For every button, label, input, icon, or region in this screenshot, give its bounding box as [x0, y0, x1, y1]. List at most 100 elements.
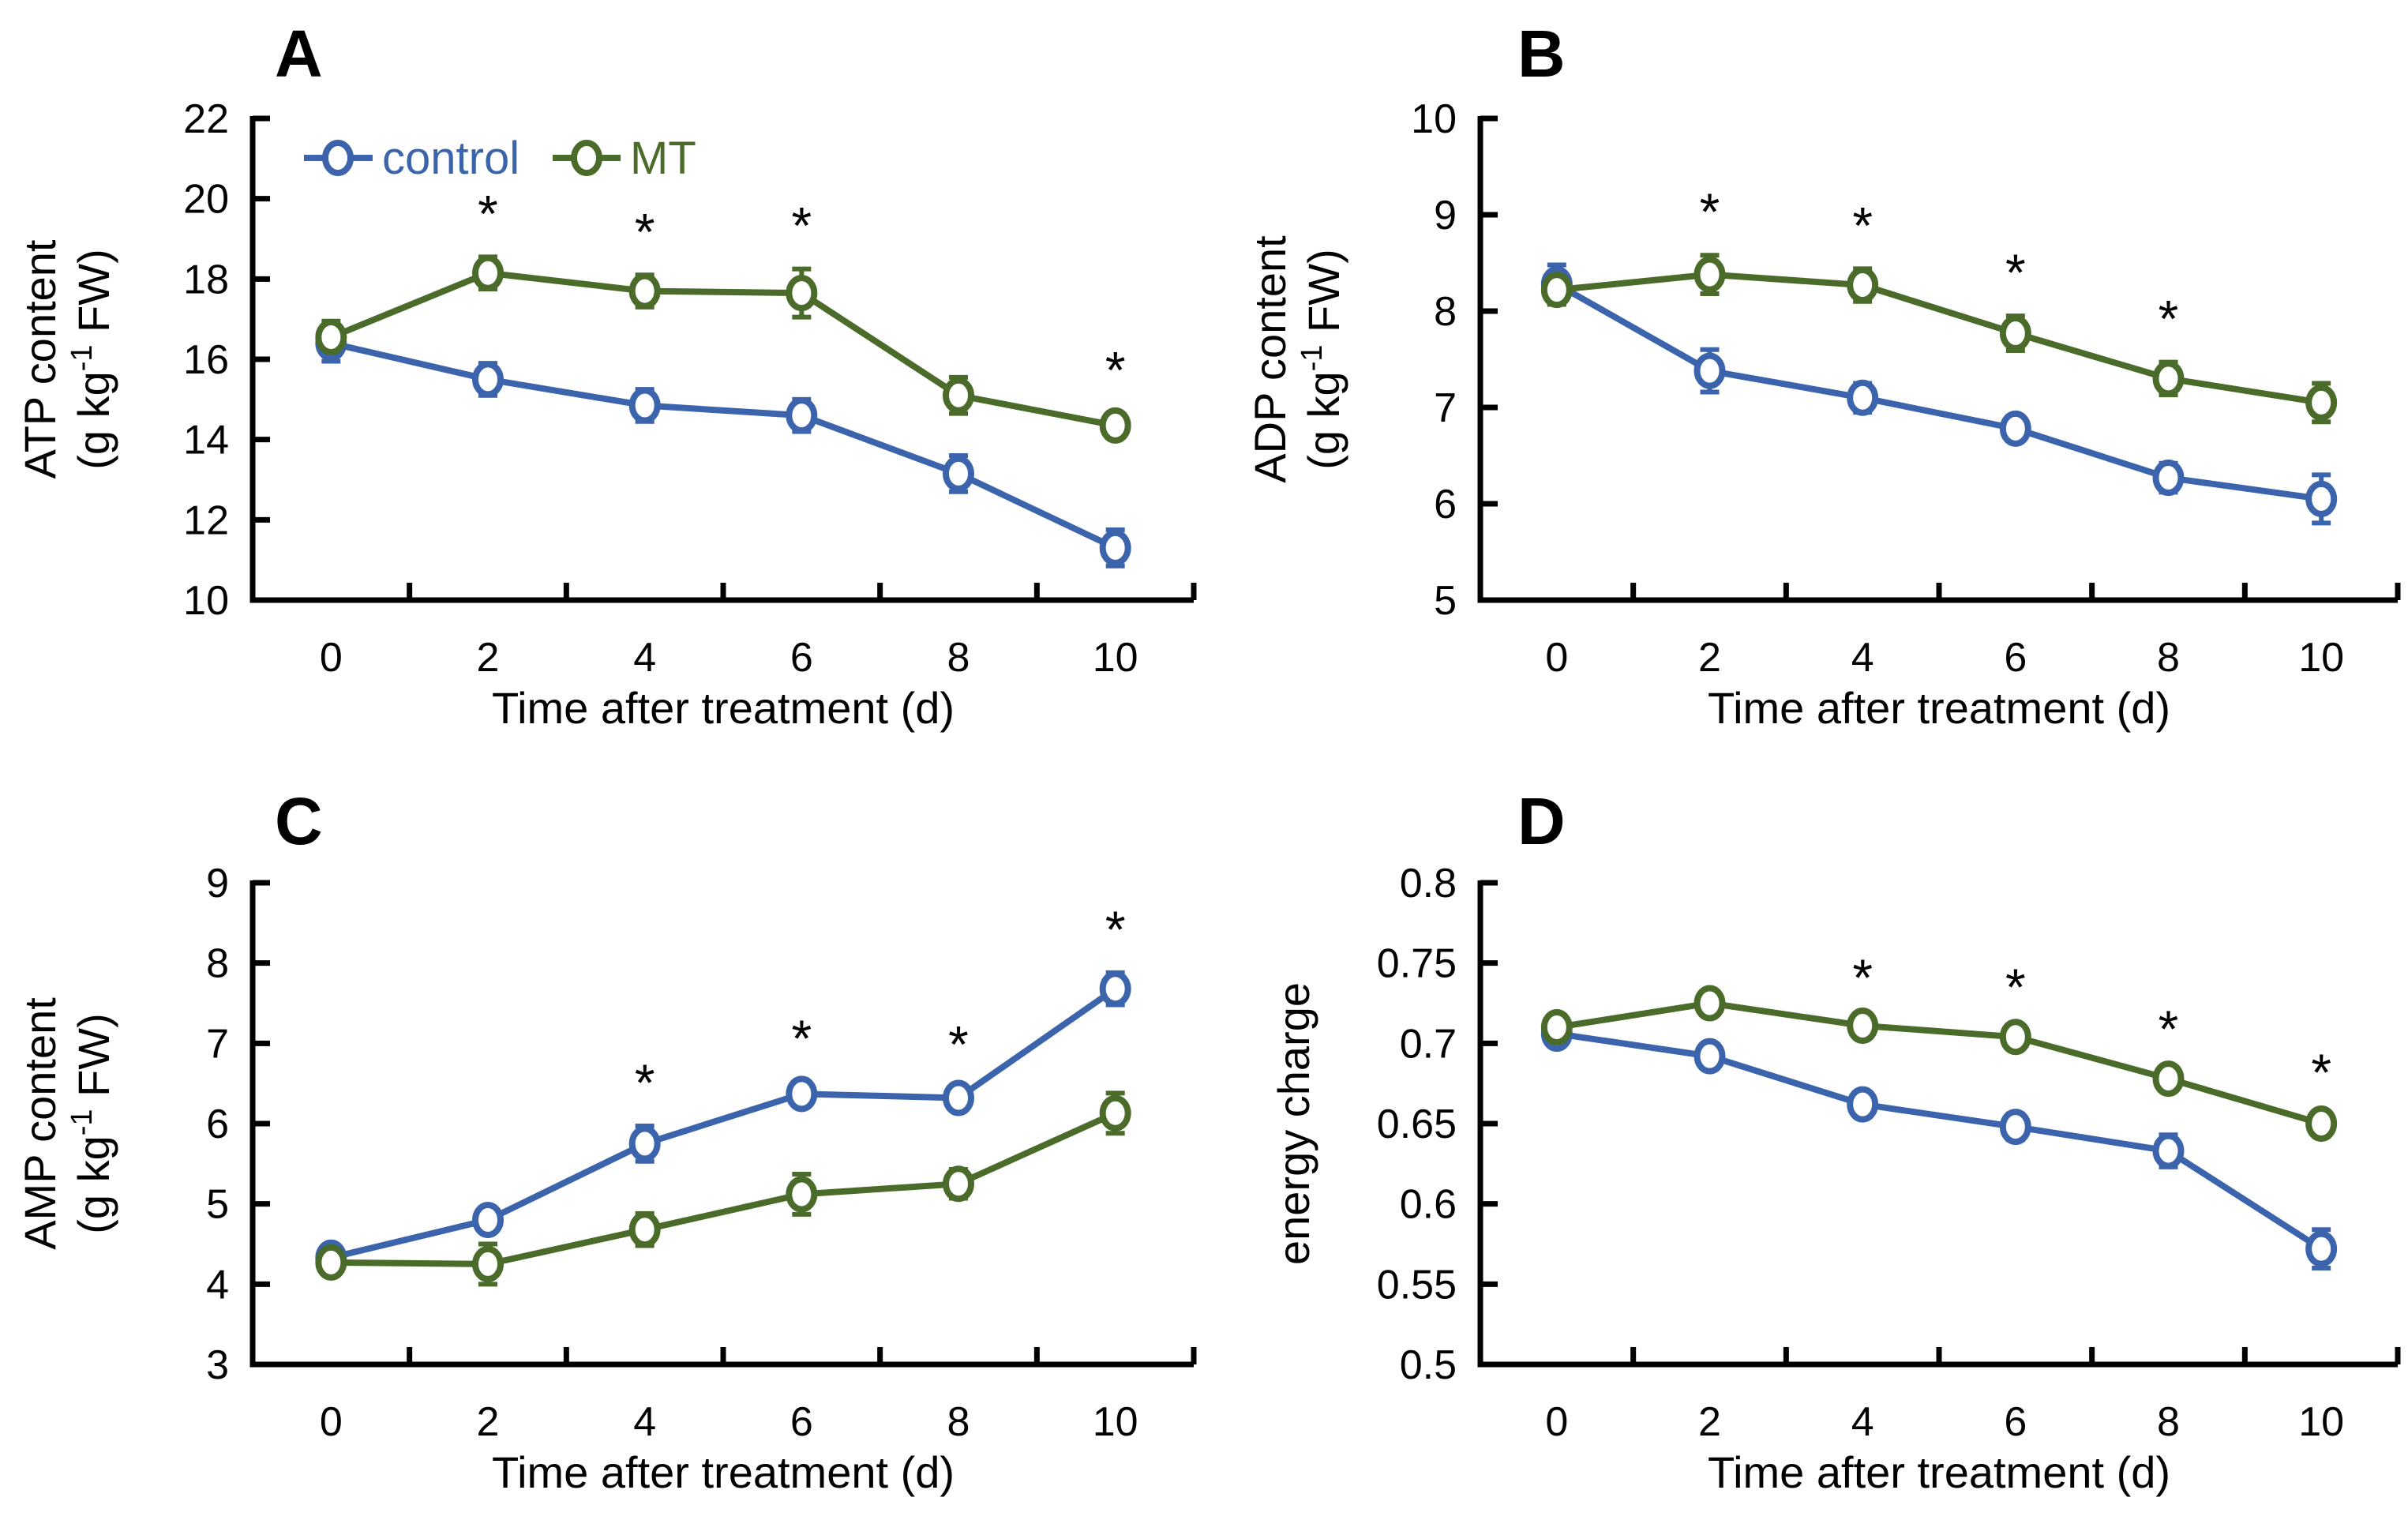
- y-tick-label: 5: [206, 1182, 229, 1228]
- y-tick-label: 0.8: [1400, 861, 1457, 906]
- x-tick-label: 6: [790, 635, 813, 681]
- y-tick-label: 9: [1434, 193, 1457, 238]
- series-control-line: [1555, 281, 2322, 502]
- x-axis-title: Time after treatment (d): [492, 1447, 955, 1497]
- y-tick-label: 0.55: [1377, 1262, 1457, 1308]
- x-tick-label: 8: [947, 635, 970, 681]
- y-tick-label: 0.7: [1400, 1021, 1457, 1067]
- y-tick-label: 7: [1434, 385, 1457, 431]
- y-tick-label: 6: [206, 1102, 229, 1147]
- y-tick-label: 14: [183, 418, 229, 464]
- panel-label-c: C: [275, 784, 323, 858]
- x-tick-label: 0: [320, 1399, 343, 1445]
- series-MT-line: [329, 269, 1116, 429]
- significance-asterisk: *: [2159, 1000, 2179, 1058]
- x-tick-label: 4: [1851, 635, 1874, 681]
- legend-control-label: control: [382, 133, 519, 184]
- data-point-marker-MT: [1099, 1094, 1131, 1132]
- significance-asterisk: *: [791, 197, 812, 255]
- x-tick-label: 0: [1545, 635, 1568, 681]
- data-point-marker-control: [1693, 1038, 1726, 1075]
- data-point-marker-MT: [943, 1165, 974, 1203]
- data-point-marker-control: [2152, 460, 2185, 497]
- x-tick-label: 2: [1698, 635, 1721, 681]
- panel-c: 3 4 5 6 7 8 9 0 2 4 6 8 10 Time after treatment (d) AM…: [15, 861, 1197, 1497]
- data-point-marker-MT: [1847, 267, 1879, 304]
- data-point-marker-control: [1847, 379, 1879, 416]
- x-axis-title: Time after treatment (d): [1708, 1447, 2170, 1497]
- legend-MT-marker: [571, 140, 602, 176]
- significance-asterisk: *: [635, 1053, 655, 1112]
- y-tick-label: 10: [183, 578, 229, 624]
- x-tick-label: 6: [2004, 1399, 2027, 1445]
- x-tick-label: 4: [633, 635, 656, 681]
- data-point-marker-MT: [472, 254, 504, 291]
- data-point-marker-MT: [315, 319, 347, 356]
- y-axis-title: (g kg-1 FW): [66, 249, 118, 470]
- y-tick-label: 22: [183, 96, 229, 142]
- data-point-marker-MT: [2305, 1105, 2338, 1142]
- significance-asterisk: *: [948, 1015, 969, 1073]
- y-tick-label: 16: [183, 337, 229, 383]
- legend-MT-label: MT: [630, 133, 696, 184]
- x-axis-title: Time after treatment (d): [492, 683, 955, 733]
- y-tick-label: 8: [1434, 289, 1457, 335]
- data-point-marker-control: [1693, 352, 1726, 389]
- y-tick-label: 5: [1434, 578, 1457, 624]
- data-point-marker-MT: [315, 1244, 347, 1281]
- data-point-marker-MT: [628, 272, 661, 310]
- x-tick-label: 4: [1851, 1399, 1874, 1445]
- series-MT-line: [1556, 1000, 2323, 1127]
- significance-asterisk: *: [2005, 243, 2026, 302]
- x-axis-title: Time after treatment (d): [1708, 683, 2170, 733]
- x-tick-label: 10: [1093, 1399, 1138, 1445]
- legend-control-marker: [322, 140, 354, 176]
- x-tick-label: 2: [1698, 1399, 1721, 1445]
- data-point-marker-control: [2152, 1132, 2185, 1169]
- y-tick-label: 0.65: [1377, 1102, 1457, 1147]
- significance-asterisk: *: [1852, 196, 1873, 254]
- significance-asterisk: *: [1105, 341, 1126, 400]
- data-point-marker-control: [786, 1075, 818, 1113]
- x-tick-label: 2: [477, 1399, 500, 1445]
- significance-asterisk: *: [1700, 182, 1720, 241]
- y-tick-label: 3: [206, 1342, 229, 1388]
- panel-label-d: D: [1517, 784, 1566, 858]
- significance-asterisk: *: [2159, 290, 2179, 348]
- data-point-marker-control: [943, 455, 974, 492]
- x-tick-label: 6: [2004, 635, 2027, 681]
- y-tick-label: 8: [206, 941, 229, 987]
- significance-asterisk: *: [478, 184, 498, 242]
- data-point-marker-control: [472, 1202, 504, 1238]
- significance-asterisk: *: [1105, 900, 1126, 959]
- data-point-marker-control: [628, 387, 661, 424]
- y-axis-title: AMP content: [15, 997, 65, 1250]
- data-point-marker-MT: [1847, 1007, 1879, 1044]
- panel-b: 5 6 7 8 9 10 0 2 4 6 8 10 Time after treatment (d) AD…: [1245, 96, 2401, 733]
- y-tick-label: 10: [1411, 96, 1457, 142]
- data-point-marker-MT: [943, 377, 974, 414]
- data-point-marker-control: [2305, 480, 2338, 517]
- data-point-marker-MT: [1540, 272, 1573, 309]
- y-tick-label: 6: [1434, 482, 1457, 527]
- data-point-marker-MT: [1693, 256, 1726, 293]
- x-tick-label: 0: [320, 635, 343, 681]
- data-point-marker-control: [786, 397, 818, 434]
- y-axis-title: ATP content: [15, 239, 65, 479]
- data-point-marker-MT: [1999, 315, 2031, 352]
- x-tick-label: 8: [2157, 1399, 2180, 1445]
- data-point-marker-MT: [2152, 360, 2185, 397]
- data-point-marker-control: [1999, 1109, 2031, 1146]
- data-point-marker-MT: [1693, 985, 1726, 1022]
- data-point-marker-control: [943, 1079, 974, 1117]
- data-point-marker-control: [2305, 1230, 2338, 1267]
- panel-label-b: B: [1517, 17, 1566, 91]
- x-tick-label: 8: [947, 1399, 970, 1445]
- y-tick-label: 0.5: [1400, 1342, 1457, 1388]
- series-control-line: [330, 340, 1117, 551]
- x-tick-label: 0: [1545, 1399, 1568, 1445]
- series-MT-line: [1556, 271, 2322, 406]
- data-point-marker-MT: [786, 275, 818, 312]
